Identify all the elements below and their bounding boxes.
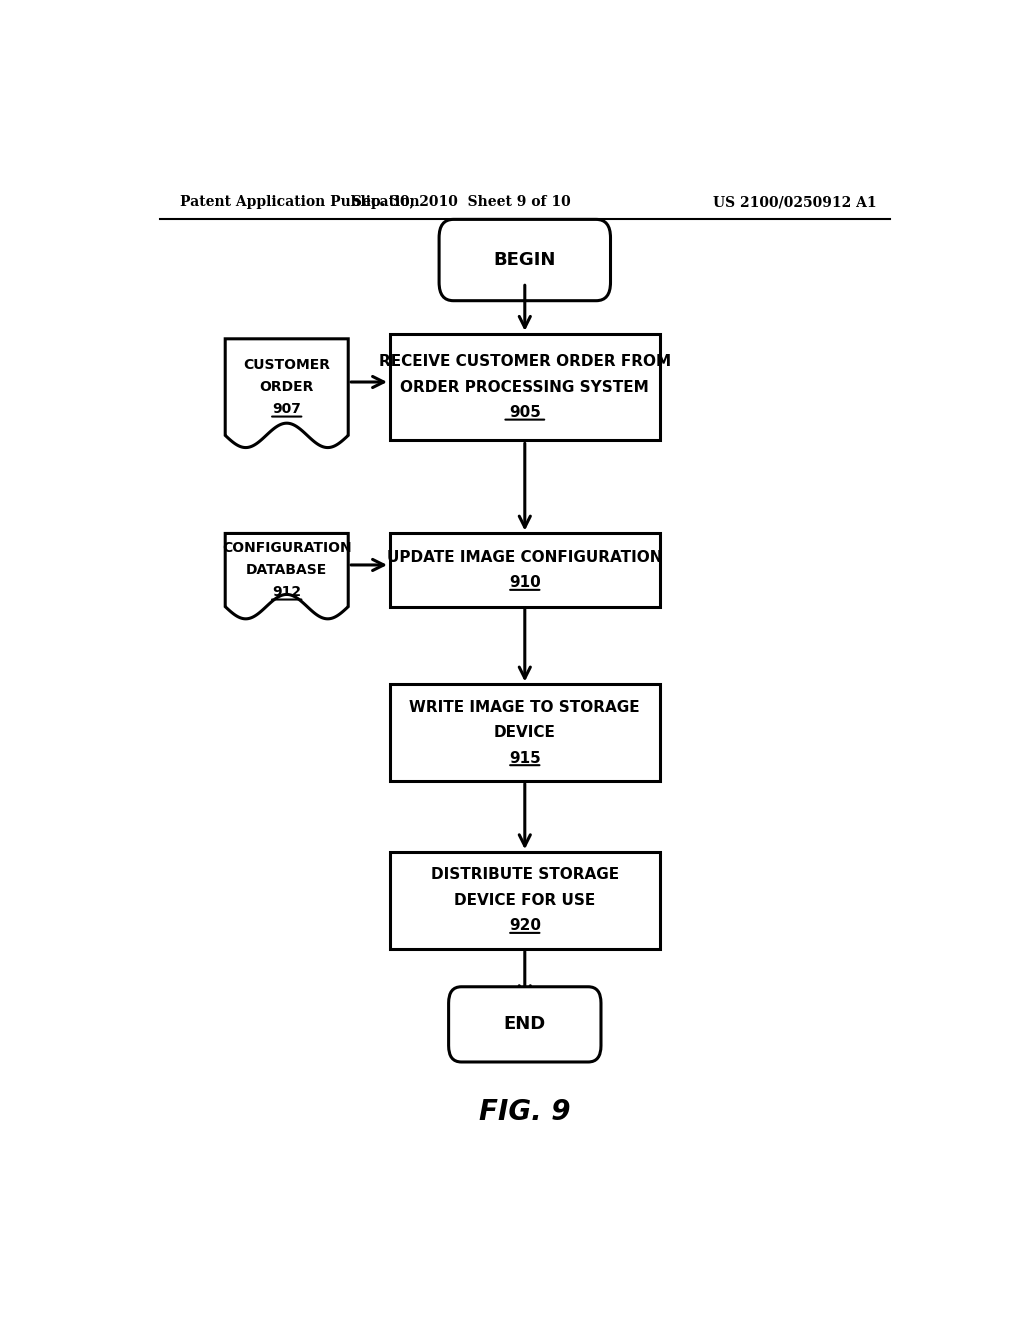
Text: END: END [504,1015,546,1034]
Text: 910: 910 [509,576,541,590]
Text: CUSTOMER: CUSTOMER [244,358,330,372]
Text: DEVICE FOR USE: DEVICE FOR USE [455,892,595,908]
Text: ORDER PROCESSING SYSTEM: ORDER PROCESSING SYSTEM [400,380,649,395]
Text: Sep. 30, 2010  Sheet 9 of 10: Sep. 30, 2010 Sheet 9 of 10 [352,195,570,209]
Text: 905: 905 [509,405,541,420]
Text: DISTRIBUTE STORAGE: DISTRIBUTE STORAGE [431,867,618,883]
Text: CONFIGURATION: CONFIGURATION [222,541,351,554]
FancyBboxPatch shape [449,987,601,1063]
Text: RECEIVE CUSTOMER ORDER FROM: RECEIVE CUSTOMER ORDER FROM [379,354,671,370]
Text: WRITE IMAGE TO STORAGE: WRITE IMAGE TO STORAGE [410,700,640,714]
Bar [390,533,659,607]
Text: 907: 907 [272,403,301,416]
Text: DATABASE: DATABASE [246,564,328,577]
Bar [390,684,659,781]
Text: 915: 915 [509,751,541,766]
Text: 912: 912 [272,585,301,599]
Bar [390,334,659,441]
Text: ORDER: ORDER [259,380,314,395]
Text: US 2100/0250912 A1: US 2100/0250912 A1 [713,195,877,209]
Bar [390,853,659,949]
Text: 920: 920 [509,919,541,933]
Text: DEVICE: DEVICE [494,725,556,741]
PathPatch shape [225,339,348,447]
Text: UPDATE IMAGE CONFIGURATION: UPDATE IMAGE CONFIGURATION [387,550,663,565]
Text: Patent Application Publication: Patent Application Publication [179,195,419,209]
FancyBboxPatch shape [439,219,610,301]
PathPatch shape [225,533,348,619]
Text: FIG. 9: FIG. 9 [479,1098,570,1126]
Text: BEGIN: BEGIN [494,251,556,269]
